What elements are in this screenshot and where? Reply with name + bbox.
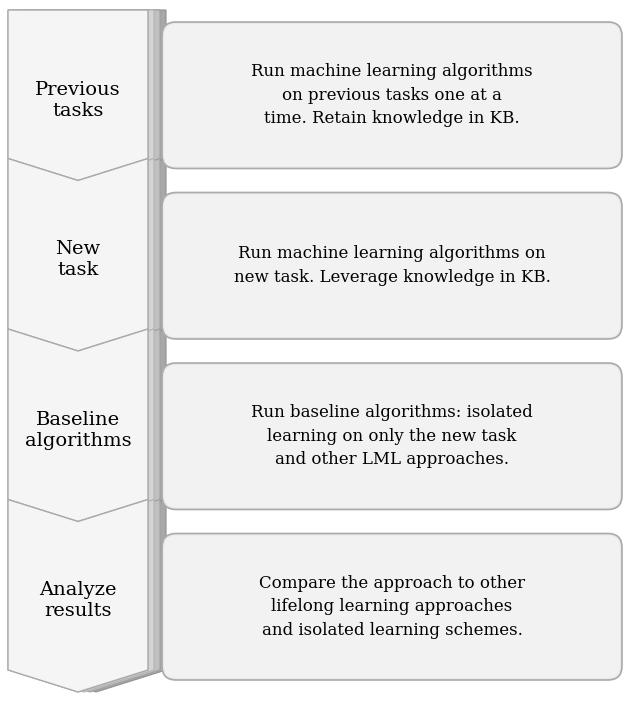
Text: Previous
tasks: Previous tasks <box>35 81 121 119</box>
Text: Compare the approach to other
lifelong learning approaches
and isolated learning: Compare the approach to other lifelong l… <box>259 575 525 639</box>
Polygon shape <box>8 159 148 351</box>
Text: Run baseline algorithms: isolated
learning on only the new task
and other LML ap: Run baseline algorithms: isolated learni… <box>251 404 533 468</box>
Polygon shape <box>8 10 148 180</box>
Polygon shape <box>14 329 154 522</box>
Polygon shape <box>8 159 148 351</box>
Text: Run machine learning algorithms on
new task. Leverage knowledge in KB.: Run machine learning algorithms on new t… <box>233 246 550 286</box>
Polygon shape <box>26 159 166 351</box>
Polygon shape <box>14 10 154 180</box>
Polygon shape <box>14 500 154 692</box>
Polygon shape <box>20 329 160 522</box>
FancyBboxPatch shape <box>162 192 622 339</box>
Polygon shape <box>20 159 160 351</box>
FancyBboxPatch shape <box>162 363 622 510</box>
Polygon shape <box>8 329 148 522</box>
Text: Run machine learning algorithms
on previous tasks one at a
time. Retain knowledg: Run machine learning algorithms on previ… <box>251 63 533 127</box>
Polygon shape <box>26 500 166 692</box>
FancyBboxPatch shape <box>162 534 622 680</box>
FancyBboxPatch shape <box>164 536 620 678</box>
FancyBboxPatch shape <box>164 194 620 337</box>
FancyBboxPatch shape <box>162 22 622 168</box>
FancyBboxPatch shape <box>164 365 620 508</box>
Polygon shape <box>26 10 166 180</box>
Polygon shape <box>8 500 148 692</box>
Text: Baseline
algorithms: Baseline algorithms <box>25 411 131 450</box>
Text: Analyze
results: Analyze results <box>39 581 117 620</box>
Polygon shape <box>20 500 160 692</box>
Polygon shape <box>8 500 148 692</box>
Text: New
task: New task <box>55 240 100 279</box>
Polygon shape <box>26 329 166 522</box>
Polygon shape <box>8 10 148 180</box>
FancyBboxPatch shape <box>164 24 620 166</box>
Polygon shape <box>20 10 160 180</box>
Polygon shape <box>8 329 148 522</box>
Polygon shape <box>14 159 154 351</box>
